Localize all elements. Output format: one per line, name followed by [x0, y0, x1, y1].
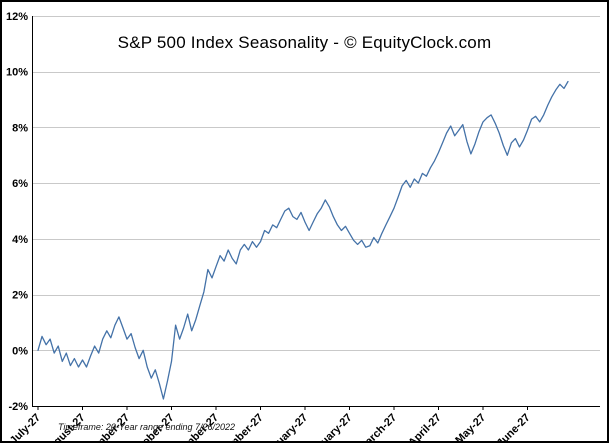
svg-text:May-27: May-27	[453, 412, 488, 443]
x-axis-ticks	[37, 406, 529, 410]
y-axis-labels: -2% 0% 2% 4% 6% 8% 10% 12%	[6, 11, 28, 413]
svg-text:12%: 12%	[6, 11, 28, 23]
svg-text:April-27: April-27	[406, 412, 443, 443]
svg-text:-2%: -2%	[8, 401, 28, 413]
svg-text:8%: 8%	[12, 122, 28, 134]
svg-text:March-27: March-27	[357, 412, 400, 443]
svg-text:June-27: June-27	[495, 412, 533, 443]
svg-text:0%: 0%	[12, 345, 28, 357]
seasonality-line	[37, 80, 569, 400]
svg-text:4%: 4%	[12, 234, 28, 246]
svg-text:February-27: February-27	[302, 412, 355, 443]
timeframe-note: Timeframe: 20-Year range ending 7/26/202…	[58, 422, 236, 432]
svg-text:6%: 6%	[12, 178, 28, 190]
chart-title: S&P 500 Index Seasonality - © EquityCloc…	[117, 33, 492, 52]
gridlines	[32, 16, 600, 351]
svg-text:July-27: July-27	[8, 412, 43, 443]
svg-text:2%: 2%	[12, 290, 28, 302]
axes	[32, 16, 600, 407]
svg-text:January-27: January-27	[261, 412, 311, 443]
series-group	[37, 80, 569, 400]
svg-text:10%: 10%	[6, 67, 28, 79]
